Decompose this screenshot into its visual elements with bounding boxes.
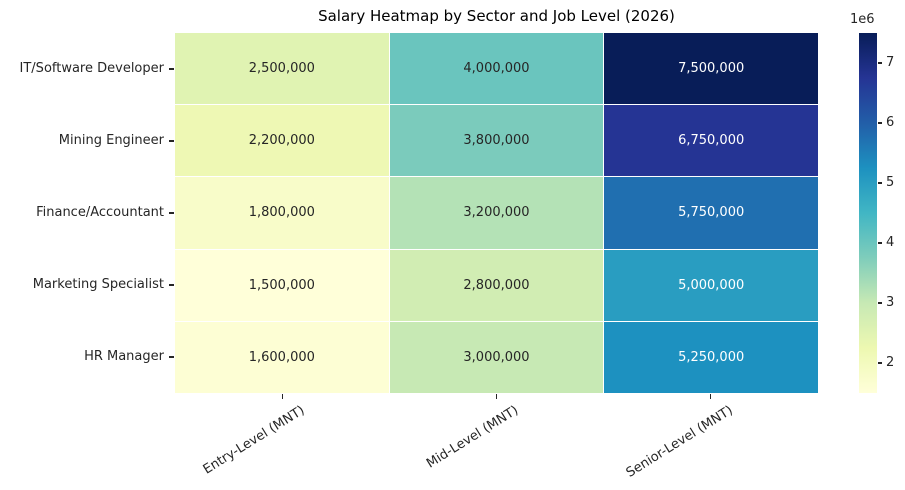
colorbar-tick [878,62,882,64]
heatmap-cell: 2,200,000 [175,105,389,177]
row-label: Mining Engineer [58,133,164,148]
heatmap-cell: 1,800,000 [175,177,389,249]
colorbar-tick [878,122,882,124]
heatmap-cell: 2,500,000 [175,33,389,105]
heatmap-cell: 4,000,000 [389,33,604,105]
y-tick [169,356,174,358]
y-tick [169,68,174,70]
heatmap-cell: 5,250,000 [604,321,818,393]
colorbar-tick-label: 2 [886,355,895,370]
heatmap-cell: 7,500,000 [604,33,818,105]
heatmap-cell: 1,500,000 [175,249,389,321]
colorbar-tick-label: 3 [886,295,895,310]
column-label: Senior-Level (MNT) [623,403,736,481]
x-tick [710,394,712,399]
colorbar-tick [878,302,882,304]
column-label: Entry-Level (MNT) [200,403,308,478]
chart-title: Salary Heatmap by Sector and Job Level (… [318,7,675,25]
colorbar-tick [878,362,882,364]
colorbar-gradient [859,33,877,393]
heatmap-cell: 3,200,000 [389,177,604,249]
colorbar-tick [878,242,882,244]
colorbar-tick [878,182,882,184]
column-label: Mid-Level (MNT) [424,403,522,472]
heatmap-cell: 3,800,000 [389,105,604,177]
heatmap-cell: 3,000,000 [389,321,604,393]
colorbar-tick-label: 4 [886,235,895,250]
colorbar-tick-label: 5 [886,175,895,190]
heatmap-cell: 2,800,000 [389,249,604,321]
heatmap-cell: 1,600,000 [175,321,389,393]
colorbar-offset-label: 1e6 [850,12,875,27]
y-tick [169,140,174,142]
row-label: IT/Software Developer [19,61,164,76]
heatmap-grid: 2,500,000 4,000,000 7,500,000 2,200,000 3,80… [175,33,818,393]
y-tick [169,284,174,286]
x-tick [495,394,498,399]
y-tick [169,212,174,214]
heatmap-cell: 5,750,000 [604,177,818,249]
heatmap-cell: 5,000,000 [604,249,818,321]
row-label: Finance/Accountant [36,205,164,220]
colorbar-tick-label: 6 [886,115,895,130]
x-tick [281,394,283,399]
colorbar-tick-label: 7 [886,55,895,70]
row-label: Marketing Specialist [32,277,164,292]
row-label: HR Manager [84,349,164,364]
heatmap-cell: 6,750,000 [604,105,818,177]
